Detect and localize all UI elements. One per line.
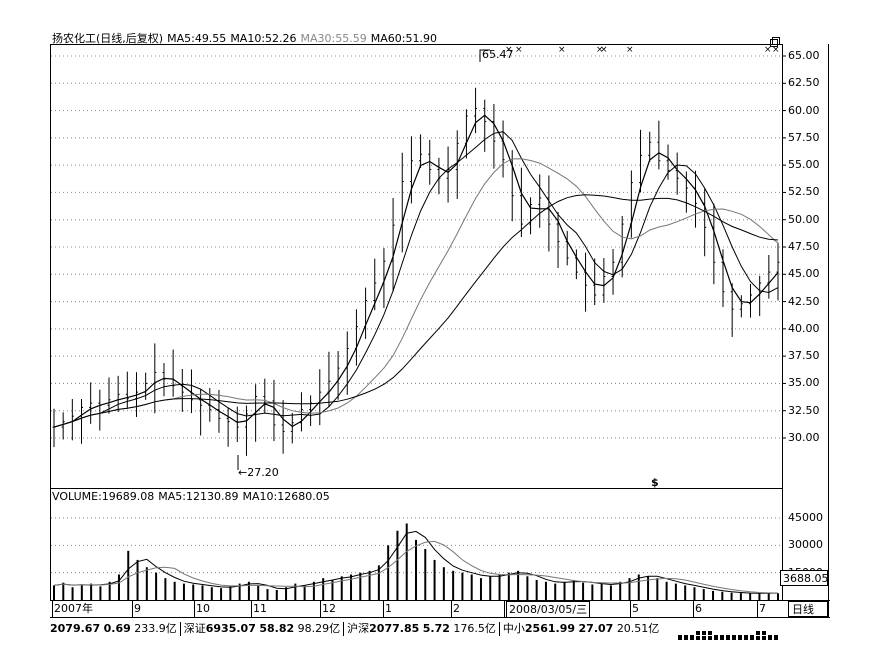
x-tick [451, 601, 452, 617]
x-tick-label: 9 [134, 602, 141, 615]
x-tick [320, 601, 321, 617]
ma60-line [53, 194, 779, 428]
stock-label: 扬农化工(日线,后复权) [52, 32, 164, 45]
price-tick-label: 40.00 [788, 321, 820, 335]
price-tick-label: 52.50 [788, 185, 820, 199]
x-tick [504, 601, 505, 617]
volume-value: VOLUME:19689.08 [52, 490, 155, 503]
price-tick-label: 45.00 [788, 267, 820, 281]
price-grid [51, 55, 786, 439]
zx-change: 27.07 [578, 622, 614, 635]
price-tick-label: 47.50 [788, 240, 820, 253]
x-tick [52, 601, 53, 617]
timeframe-selector[interactable]: 日线 [788, 601, 828, 617]
high-pointer [479, 49, 490, 62]
ma30-value: MA30:55.59 [300, 32, 367, 45]
volume-last-value: 3688.05 [780, 570, 828, 586]
x-tick-label: 5 [632, 602, 639, 615]
volume-legend: VOLUME:19689.08 MA5:12130.89 MA10:12680.05 [52, 490, 334, 503]
hs-change: 5.72 [422, 622, 450, 635]
volume-ma10-line [53, 540, 779, 594]
sh-change: 0.69 [103, 622, 131, 635]
price-tick-label: 42.50 [788, 294, 820, 308]
x-tick [132, 601, 133, 617]
ma10-value: MA10:52.26 [230, 32, 297, 45]
sh-amount: 233.9亿 [134, 622, 177, 635]
price-legend: 扬农化工(日线,后复权) MA5:49.55 MA10:52.26 MA30:55.5… [52, 32, 441, 45]
trade-marks-group: × × × ×× × × × [505, 45, 780, 55]
trade-mark: × [772, 45, 780, 55]
x-tick-label: 10 [196, 602, 210, 615]
price-panel-border [50, 44, 783, 489]
sz-index: 6935.07 [205, 622, 256, 635]
x-tick-label: 1 [385, 602, 392, 615]
price-tick-label: 32.50 [788, 403, 820, 417]
price-tick-label: 60.00 [788, 103, 820, 117]
hs-amount: 176.5亿 [453, 622, 496, 635]
price-tick-label: 55.00 [788, 158, 820, 172]
trade-mark: × [596, 45, 604, 55]
zx-label: 中小 [502, 622, 525, 635]
trade-mark: × [600, 45, 608, 55]
volume-bars-group [53, 523, 779, 600]
ma10-line [53, 131, 779, 428]
price-tick-label: 35.00 [788, 376, 820, 390]
hs-index: 2077.85 [369, 622, 420, 635]
ma-lines-group [53, 49, 779, 470]
x-tick-label: 6 [695, 602, 702, 615]
trade-mark: × [505, 45, 513, 55]
volume-tick-label: 30000 [788, 538, 823, 552]
current-date-box: 2008/03/05/三 [506, 601, 591, 618]
x-tick-label: 7 [759, 602, 766, 615]
x-tick [757, 601, 758, 617]
price-tick-label: 37.50 [788, 349, 820, 363]
ma60-value: MA60:51.90 [370, 32, 437, 45]
x-tick-label: 2 [453, 602, 460, 615]
sz-change: 58.82 [259, 622, 295, 635]
market-status-bar: 2079.67 0.69 233.9亿 深证6935.07 58.82 98.29… [50, 619, 830, 639]
candles-group [52, 87, 780, 456]
price-tick-label: 57.50 [788, 130, 820, 144]
hs-label: 沪深 [347, 622, 370, 635]
high-annotation: 65.47 [482, 48, 514, 61]
zx-index: 2561.99 [524, 622, 576, 635]
sz-amount: 98.29亿 [297, 622, 341, 635]
x-tick [630, 601, 631, 617]
price-tick-label: 50.00 [788, 212, 820, 226]
trade-mark: × [515, 45, 523, 55]
marker-annotation: $ [651, 476, 659, 489]
ma5-value: MA5:49.55 [167, 32, 227, 45]
low-annotation: ←27.20 [238, 466, 279, 479]
zx-amount: 20.51亿 [616, 622, 660, 635]
vol-ma5-value: MA5:12130.89 [158, 490, 239, 503]
x-tick [693, 601, 694, 617]
price-tick-label: 30.00 [788, 431, 820, 444]
volume-tick-label: 45000 [788, 511, 823, 524]
price-tick-label: 65.00 [788, 49, 820, 62]
sz-label: 深证 [183, 622, 206, 635]
x-tick [383, 601, 384, 617]
x-tick-label: 12 [322, 602, 336, 615]
x-tick [194, 601, 195, 617]
volume-ma5-line [53, 530, 779, 594]
breadth-indicator [678, 625, 788, 640]
price-tick-label: 62.50 [788, 76, 820, 90]
x-tick-label: 2007年 [54, 602, 93, 615]
trade-mark: × [764, 45, 772, 55]
x-tick-label: 11 [253, 602, 267, 615]
trade-mark: × [626, 45, 634, 55]
trade-mark: × [558, 45, 566, 55]
ma5-line [53, 114, 779, 428]
sh-index: 2079.67 [50, 622, 101, 635]
x-tick [251, 601, 252, 617]
vol-ma10-value: MA10:12680.05 [242, 490, 330, 503]
